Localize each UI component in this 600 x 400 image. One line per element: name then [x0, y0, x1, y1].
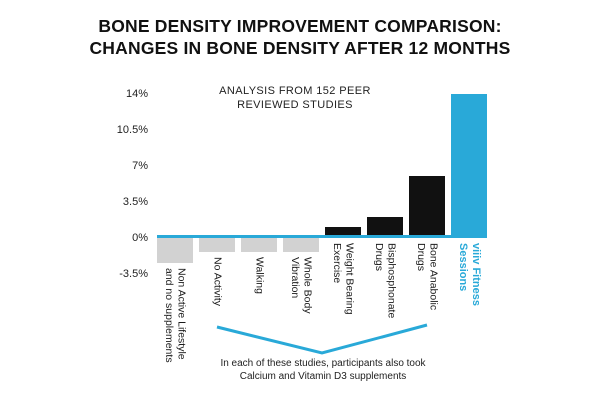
- bar-label: viiiv Fitness Sessions: [451, 243, 487, 306]
- chart-title-line2: CHANGES IN BONE DENSITY AFTER 12 MONTHS: [89, 38, 511, 58]
- bar-label: Weight Bearing Exercise: [325, 243, 361, 315]
- bar-label-text: Walking: [253, 257, 266, 295]
- y-axis-tick-label: 0%: [132, 232, 148, 244]
- bar-3: [283, 238, 319, 253]
- y-axis-tick-label: 7%: [132, 160, 148, 172]
- bar-label: Bisphosphonate Drugs: [367, 243, 403, 318]
- bar-label-text: Whole Body Vibration: [289, 257, 314, 315]
- bar-highlight: [451, 94, 487, 238]
- bar-0: [157, 238, 193, 263]
- y-axis-tick-label: -3.5%: [119, 268, 148, 280]
- zero-axis-line: [157, 235, 487, 238]
- y-axis-tick-label: 10.5%: [116, 124, 148, 136]
- peer-review-note-line1: ANALYSIS FROM 152 PEER: [219, 85, 371, 97]
- y-axis-tick-label: 14%: [125, 88, 148, 100]
- bar-label: No Activity: [199, 257, 235, 306]
- bar-4: [325, 226, 361, 238]
- bar-label-text: No Activity: [211, 257, 224, 307]
- bar-label-text: viiiv Fitness Sessions: [457, 243, 482, 306]
- supplements-note: In each of these studies, participants a…: [203, 357, 443, 383]
- bar-5: [367, 217, 403, 238]
- chart-title: BONE DENSITY IMPROVEMENT COMPARISON: CHA…: [0, 15, 600, 59]
- peer-review-note-line2: REVIEWED STUDIES: [237, 99, 353, 111]
- bar-1: [199, 238, 235, 253]
- chart-title-line1: BONE DENSITY IMPROVEMENT COMPARISON:: [98, 16, 502, 36]
- bar-label-text: Weight Bearing Exercise: [331, 243, 356, 315]
- bar-label: Whole Body Vibration: [283, 257, 319, 314]
- bar-label: Non Active Lifestyle and no supplements: [157, 268, 193, 363]
- supplements-note-line1: In each of these studies, participants a…: [220, 358, 426, 369]
- bar-2: [241, 238, 277, 253]
- y-axis-tick-label: 3.5%: [122, 196, 148, 208]
- bar-label: Bone Anabolic Drugs: [409, 243, 445, 310]
- bar-label: Walking: [241, 257, 277, 294]
- bar-label-text: Bone Anabolic Drugs: [415, 243, 440, 311]
- bar-label-text: Non Active Lifestyle and no supplements: [163, 267, 188, 363]
- bar-label-text: Bisphosphonate Drugs: [373, 243, 398, 319]
- bar-6: [409, 176, 445, 238]
- peer-review-note: ANALYSIS FROM 152 PEER REVIEWED STUDIES: [195, 84, 395, 112]
- supplements-note-line2: Calcium and Vitamin D3 supplements: [239, 371, 407, 382]
